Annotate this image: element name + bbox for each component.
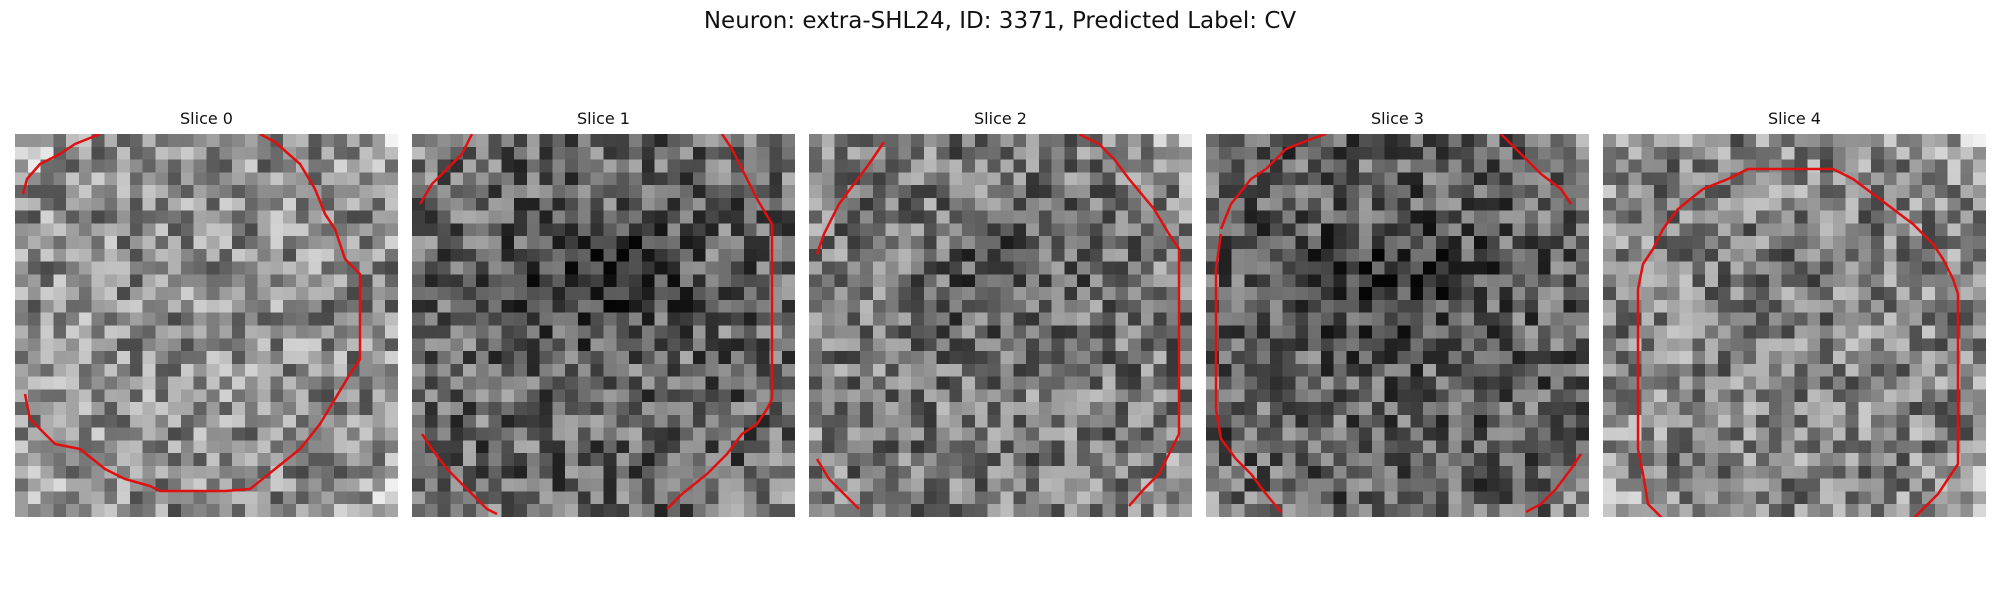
slice-panel-2: Slice 2 bbox=[809, 108, 1192, 517]
slice-title-3: Slice 3 bbox=[1371, 109, 1424, 128]
contour-line-3-2 bbox=[1214, 233, 1282, 513]
slice-image-3 bbox=[1206, 134, 1589, 517]
contour-line-1-1 bbox=[666, 134, 774, 510]
contour-line-2-2 bbox=[815, 458, 860, 510]
contour-line-2-1 bbox=[1078, 134, 1181, 507]
slice-image-1 bbox=[412, 134, 795, 517]
contour-line-0-1 bbox=[23, 134, 362, 493]
slice-image-2 bbox=[809, 134, 1192, 517]
slice-image-0 bbox=[15, 134, 398, 517]
slice-panel-4: Slice 4 bbox=[1603, 108, 1986, 517]
contour-line-1-0 bbox=[418, 134, 474, 205]
slice-title-0: Slice 0 bbox=[180, 109, 233, 128]
slice-title-4: Slice 4 bbox=[1768, 109, 1821, 128]
contour-line-3-0 bbox=[1219, 134, 1327, 230]
contour-line-3-1 bbox=[1500, 134, 1573, 205]
slice-image-4 bbox=[1603, 134, 1986, 517]
slice-panel-1: Slice 1 bbox=[412, 108, 795, 517]
contour-line-2-0 bbox=[815, 141, 886, 255]
figure-title: Neuron: extra-SHL24, ID: 3371, Predicted… bbox=[703, 8, 1297, 34]
contour-line-3-3 bbox=[1525, 453, 1583, 514]
slice-panel-3: Slice 3 bbox=[1206, 108, 1589, 517]
contour-line-4-0 bbox=[1636, 167, 1960, 517]
slice-panel-0: Slice 0 bbox=[15, 108, 398, 517]
contour-line-0-0 bbox=[21, 134, 101, 195]
slice-title-2: Slice 2 bbox=[974, 109, 1027, 128]
contour-line-1-2 bbox=[420, 433, 498, 516]
slice-title-1: Slice 1 bbox=[577, 109, 630, 128]
